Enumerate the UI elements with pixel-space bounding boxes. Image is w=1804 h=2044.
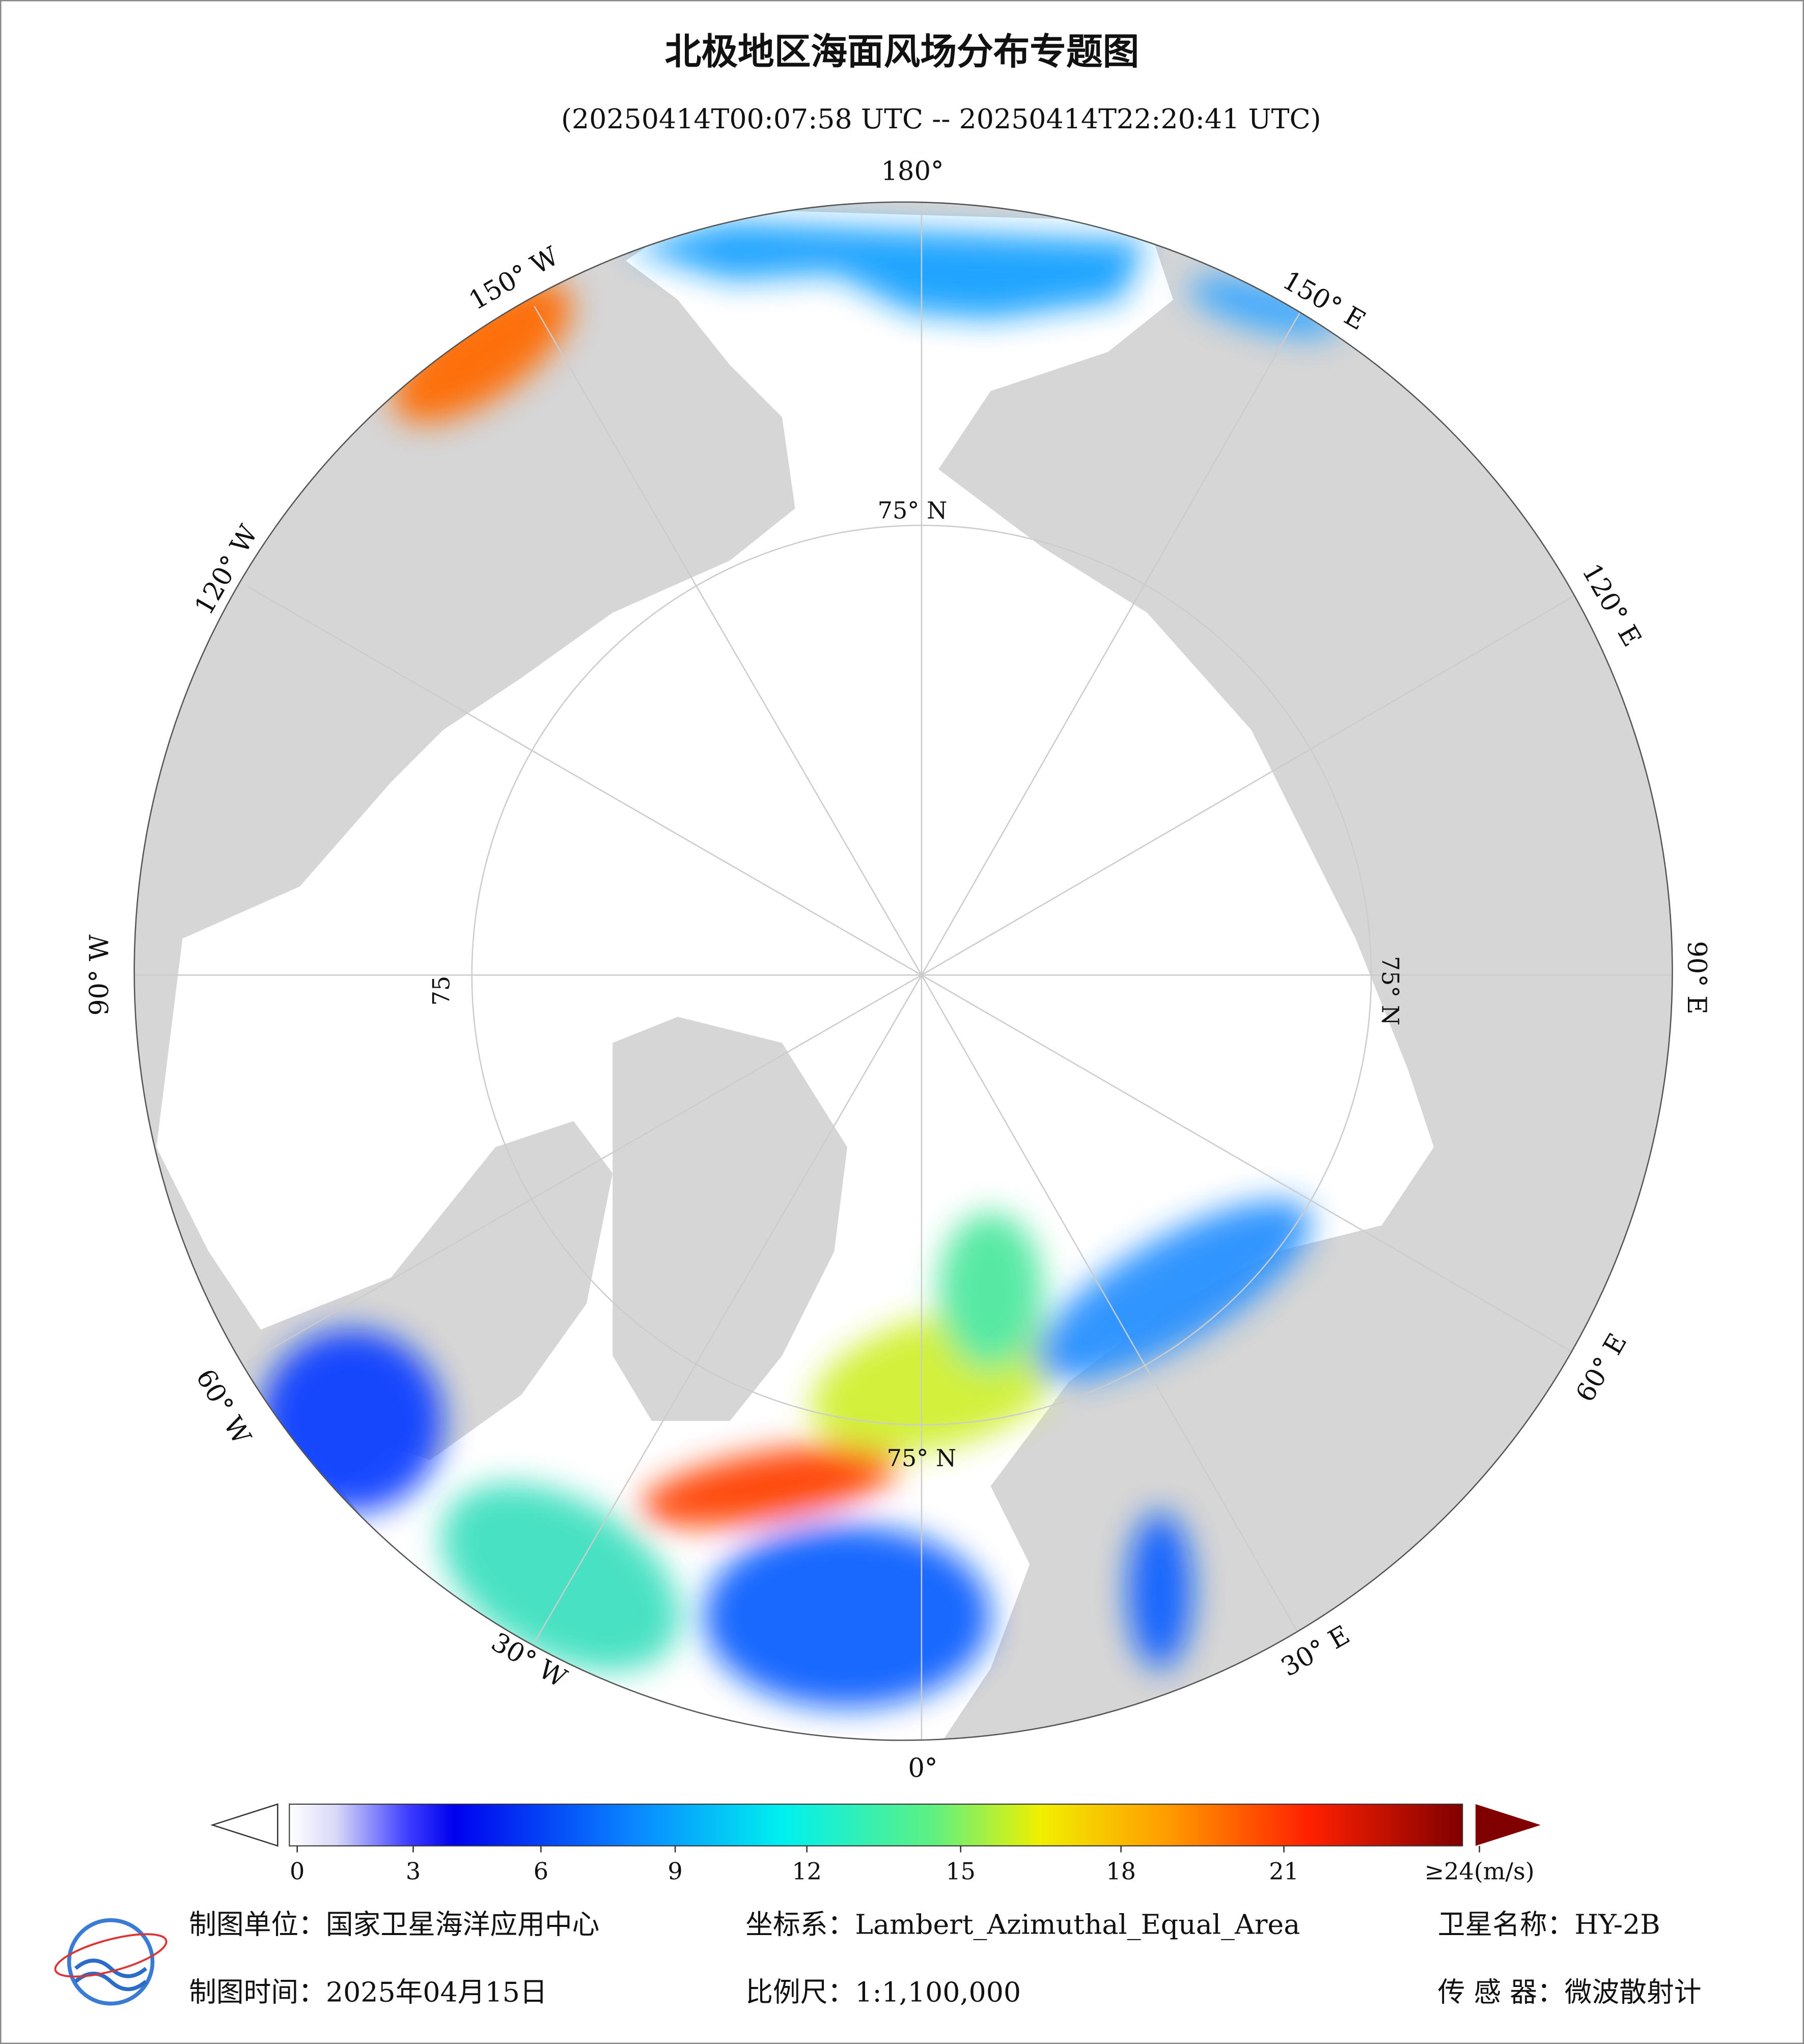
colorbar-tick-label: 3 [406, 1858, 421, 1885]
lon-label: 0° [908, 1753, 937, 1783]
lon-label: 180° [881, 156, 943, 187]
footer-text: 坐标系：Lambert_Azimuthal_Equal_Area [745, 1909, 1300, 1941]
colorbar-tick-label: ≥24(m/s) [1425, 1858, 1535, 1885]
colorbar-tick-label: 0 [290, 1858, 304, 1885]
footer-text: 制图单位：国家卫星海洋应用中心 [189, 1909, 599, 1941]
map-disk [134, 202, 1673, 1741]
lon-label: 90° W [85, 934, 115, 1016]
footer-text: 卫星名称：HY-2B [1438, 1909, 1660, 1941]
subtitle: (20250414T00:07:58 UTC -- 20250414T22:20… [561, 103, 1321, 135]
lon-label: 90° E [1681, 941, 1712, 1014]
footer-text: 传 感 器：微波散射计 [1438, 1976, 1702, 2008]
colorbar-tick-label: 12 [792, 1858, 822, 1885]
ocean [156, 208, 1434, 1741]
colorbar-tick-label: 18 [1106, 1858, 1136, 1885]
colorbar-tick-label: 6 [534, 1858, 548, 1885]
greenland [613, 1017, 847, 1421]
title: 北极地区海面风场分布专题图 [665, 30, 1140, 73]
colorbar-min-arrow [210, 1803, 279, 1847]
lat-label: 75° N [878, 496, 948, 524]
lat-label: 75° N [1376, 956, 1404, 1026]
footer-text: 制图时间：2025年04月15日 [189, 1976, 547, 2008]
colorbar-tick-label: 21 [1269, 1858, 1299, 1885]
lat-label: 75° N [887, 1444, 957, 1472]
map-border [133, 201, 1673, 1741]
colorbar-tick-label: 9 [668, 1858, 682, 1885]
footer-text: 比例尺：1:1,100,000 [745, 1976, 1021, 2008]
colorbar-ticks: 0 3 6 9 12 15 18 21 ≥24(m/s) [290, 1845, 1535, 1885]
meridians [134, 202, 1673, 1741]
wind-field [260, 221, 1341, 1708]
footer: 制图单位：国家卫星海洋应用中心 坐标系：Lambert_Azimuthal_Equ… [189, 1909, 1701, 2008]
logo [54, 1918, 168, 2006]
colorbar [289, 1803, 1463, 1846]
colorbar-max-arrow [1475, 1804, 1541, 1846]
lat-labels: 75° N 75° N 75° N 75 [427, 496, 1404, 1472]
lat-label: 75 [427, 976, 455, 1006]
colorbar-tick-label: 15 [946, 1858, 976, 1885]
